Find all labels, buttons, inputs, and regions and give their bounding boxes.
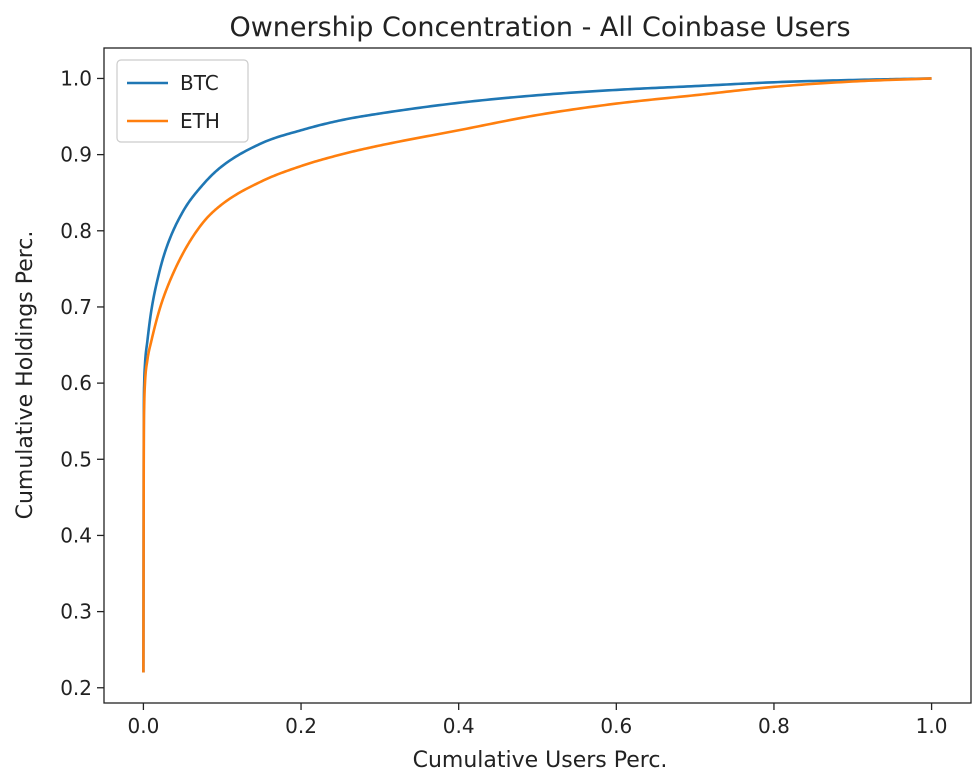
legend-label-btc: BTC (180, 71, 219, 95)
plot-frame (103, 47, 972, 704)
y-tick-label: 0.3 (60, 600, 92, 624)
x-axis-label: Cumulative Users Perc. (413, 748, 668, 773)
series-line-btc (142, 77, 932, 673)
x-tick-label: 0.4 (443, 714, 475, 738)
y-tick-label: 0.8 (60, 219, 92, 243)
y-tick-label: 0.5 (60, 447, 92, 471)
chart-title: Ownership Concentration - All Coinbase U… (229, 12, 850, 43)
x-tick-label: 0.0 (128, 714, 160, 738)
axis-ticks: 0.0 0.2 0.4 0.6 0.8 1.0 0.2 0.3 0.4 0.5 0.6 0.7 0.8 0… (60, 66, 947, 738)
y-tick-label: 0.6 (60, 371, 92, 395)
y-tick-label: 0.7 (60, 295, 92, 319)
y-tick-label: 1.0 (60, 66, 92, 90)
series-lines (142, 77, 932, 673)
y-tick-label: 0.4 (60, 523, 92, 547)
x-tick-label: 0.8 (758, 714, 790, 738)
legend-label-eth: ETH (180, 109, 220, 133)
x-tick-label: 0.6 (600, 714, 632, 738)
series-line-eth (142, 77, 932, 673)
x-tick-label: 1.0 (916, 714, 948, 738)
y-axis-label: Cumulative Holdings Perc. (13, 231, 38, 520)
y-tick-label: 0.2 (60, 676, 92, 700)
x-tick-label: 0.2 (285, 714, 317, 738)
y-tick-label: 0.9 (60, 143, 92, 167)
legend: BTC ETH (116, 59, 249, 143)
